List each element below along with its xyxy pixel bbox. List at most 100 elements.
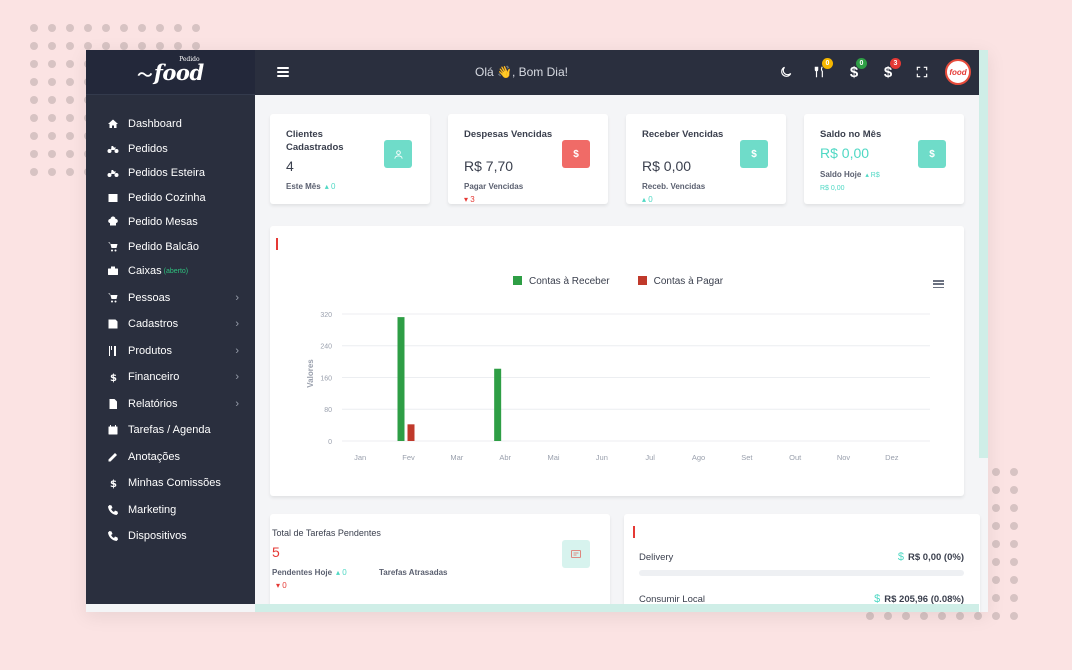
sidebar-item-relat-rios[interactable]: Relatórios › [86,392,255,417]
logo-area[interactable]: 〜food Pedido [86,50,255,95]
x-tick-label: Mar [450,453,463,462]
sidebar-item-cadastros[interactable]: Cadastros › [86,312,255,337]
legend-item[interactable]: Contas à Receber [513,276,610,287]
stat-footer: Pagar Vencidas [464,182,524,191]
stat-title: Saldo no Mês [820,129,882,140]
y-tick-label: 240 [320,344,332,351]
stat-footer-value: ▴ 0 [642,195,653,204]
x-tick-label: Jul [645,453,655,462]
stat-footer-value: ▾ 3 [464,195,475,204]
dollar-icon: $ [106,476,120,490]
dollar-icon[interactable]: $ 0 [837,58,871,86]
sidebar-item-label: Relatórios [128,397,178,410]
utensils-icon[interactable]: 0 [803,58,837,86]
topbar: Olá 👋, Bom Dia! 0 $ 0 $ 3 food [255,50,979,95]
stat-card-despesas: Despesas Vencidas R$ 7,70 Pagar Vencidas… [448,114,608,204]
sidebar-item-dashboard[interactable]: Dashboard [86,112,255,137]
sidebar-item-anota-es[interactable]: Anotações [86,445,255,470]
sidebar-item-produtos[interactable]: Produtos › [86,339,255,364]
topbar-actions: 0 $ 0 $ 3 food [769,58,971,86]
sidebar-item-label: Minhas Comissões [128,477,221,490]
dollar-icon[interactable]: $ [562,140,590,168]
home-icon [106,117,120,131]
user-icon[interactable] [384,140,412,168]
horizontal-scrollbar[interactable] [255,604,979,612]
chevron-right-icon: › [235,318,239,331]
bar-contas-receber [494,368,502,441]
chevron-right-icon: › [235,291,239,304]
x-tick-label: Nov [837,453,851,462]
dollar-icon[interactable]: $ 3 [871,58,905,86]
sidebar-item-label: Cadastros [128,318,179,331]
stat-value: R$ 7,70 [464,158,514,174]
chef-icon [106,215,120,229]
bar-contas-pagar [407,424,415,441]
sidebar-item-pessoas[interactable]: Pessoas › [86,286,255,311]
notification-badge: 0 [822,58,833,69]
avatar[interactable]: food [945,59,971,85]
y-tick-label: 80 [324,407,332,414]
bar-contas-receber [397,317,405,441]
sidebar-item-marketing[interactable]: Marketing [86,498,255,523]
stat-footer: Receb. Vencidas [642,182,706,191]
save-icon [106,317,120,331]
sidebar-item-pedido-mesas[interactable]: Pedido Mesas [86,210,255,235]
tasks-title: Total de Tarefas Pendentes [272,528,381,538]
sidebar-item-label: Pedidos [128,142,168,155]
stat-title: Clientes Cadastrados [286,129,344,153]
channel-label: Delivery [639,552,674,563]
stat-card-saldo: Saldo no Mês R$ 0,00 Saldo Hoje ▴ R$ R$ 0… [804,114,964,204]
notification-badge: 3 [890,58,901,69]
sales-channels-card: Delivery $ R$ 0,00 (0%) Consumir Local $ R… [624,514,980,612]
x-tick-label: Fev [402,453,415,462]
sidebar-item-label: Marketing [128,503,177,516]
sidebar-item-label: Pessoas [128,291,171,304]
phone-icon [106,529,120,543]
dollar-icon: $ [106,370,120,384]
x-tick-label: Abr [499,453,511,462]
fullscreen-icon[interactable] [905,58,939,86]
sidebar-item-pedido-cozinha[interactable]: Pedido Cozinha [86,186,255,211]
sidebar-item-label: Produtos [128,344,173,357]
sidebar-item-tarefas-agenda[interactable]: Tarefas / Agenda [86,418,255,443]
sidebar-item-dispositivos[interactable]: Dispositivos [86,524,255,549]
sidebar-item-pedidos[interactable]: Pedidos [86,137,255,162]
edit-icon [106,450,120,464]
channel-label: Consumir Local [639,594,705,605]
stat-card-receber: Receber Vencidas R$ 0,00 Receb. Vencidas… [626,114,786,204]
menu-toggle-icon[interactable] [277,67,289,77]
motorcycle-icon [106,142,120,156]
y-axis-label: Valores [306,359,315,388]
stat-value: R$ 0,00 [642,158,692,174]
channel-value: $ R$ 0,00 (0%) [897,551,964,563]
section-marker [276,238,278,250]
table-icon [106,191,120,205]
dollar-icon[interactable]: $ [740,140,768,168]
dollar-icon[interactable]: $ [918,140,946,168]
chevron-right-icon: › [235,397,239,410]
sidebar-item-status: (aberto) [163,267,189,275]
y-tick-label: 320 [320,312,332,319]
sidebar-item-pedido-balc-o[interactable]: Pedido Balcão [86,235,255,260]
chevron-right-icon: › [235,344,239,357]
sidebar-item-financeiro[interactable]: $ Financeiro › [86,365,255,390]
sidebar-item-caixas[interactable]: Caixas (aberto) [86,259,255,284]
stat-title: Receber Vencidas [642,129,724,140]
tasks-late-value: ▾ 0 [276,581,287,590]
scrollbar[interactable] [979,50,988,458]
legend-item[interactable]: Contas à Pagar [637,276,723,287]
sidebar-item-pedidos-esteira[interactable]: Pedidos Esteira [86,161,255,186]
sidebar-item-label: Pedido Cozinha [128,191,206,204]
card-icon[interactable] [562,540,590,568]
chevron-right-icon: › [235,371,239,384]
stat-footer: Este Mês ▴ 0 [286,182,336,191]
chart-menu-icon[interactable] [933,280,944,288]
moon-icon[interactable] [769,58,803,86]
x-tick-label: Mai [547,453,559,462]
svg-text:$: $ [110,479,117,489]
x-tick-label: Set [741,453,753,462]
sidebar-item-minhas-comiss-es[interactable]: $ Minhas Comissões [86,471,255,496]
stat-card-clientes: Clientes Cadastrados 4 Este Mês ▴ 0 [270,114,430,204]
greeting: Olá 👋, Bom Dia! [475,65,568,79]
sidebar-menu: Dashboard Pedidos Pedidos Esteira Pedido Co… [86,95,255,549]
